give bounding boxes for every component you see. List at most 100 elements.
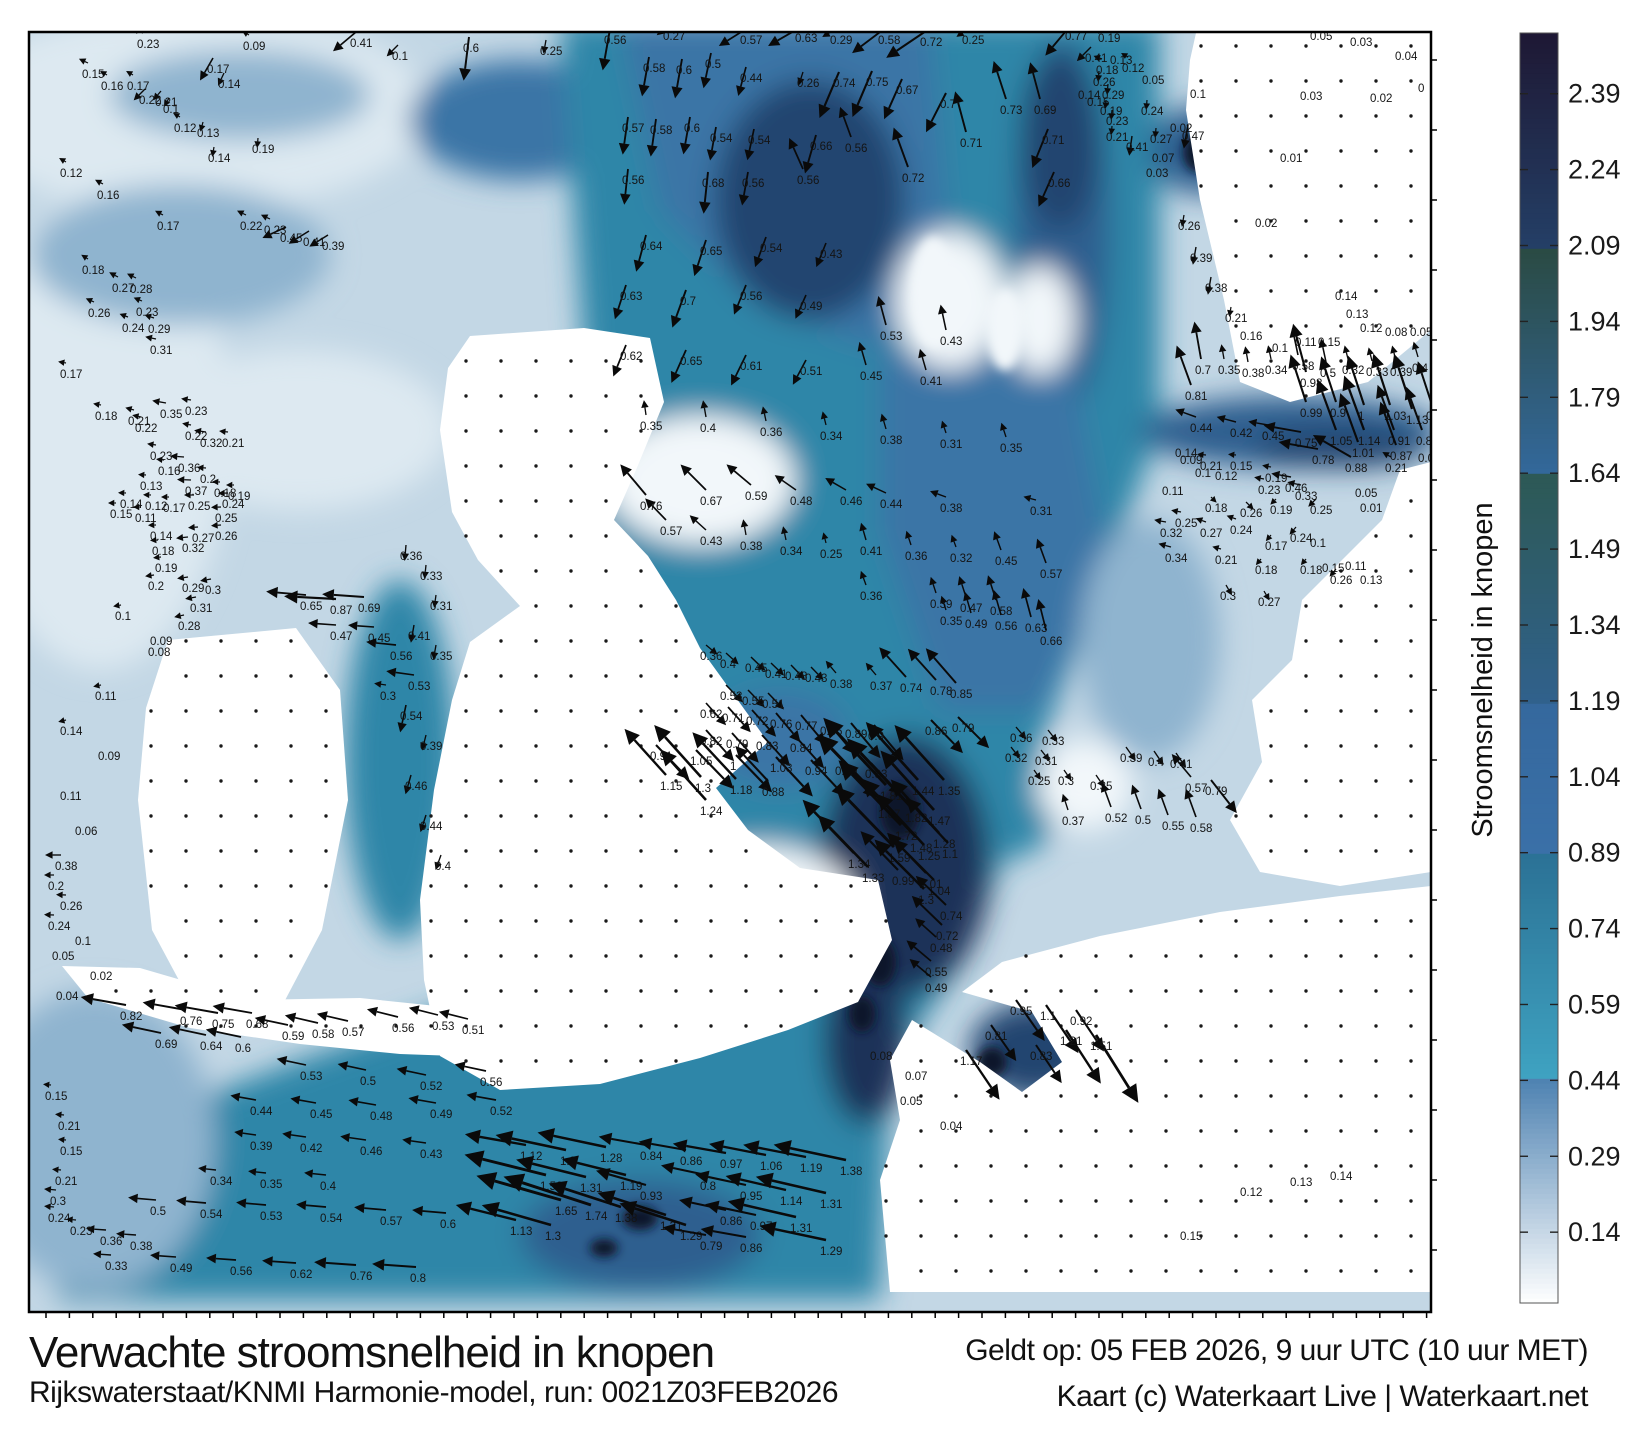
flow-vector: 0.56 bbox=[454, 1061, 502, 1089]
flow-value-label: 0.41 bbox=[765, 669, 787, 681]
flow-value-label: 0.83 bbox=[1030, 1051, 1052, 1063]
flow-vector: 0.27 bbox=[188, 523, 214, 545]
flow-value-label: 0.38 bbox=[1242, 368, 1264, 380]
flow-value-label: 0.5 bbox=[1135, 815, 1151, 827]
flow-value-label: 0.55 bbox=[1162, 821, 1184, 833]
flow-vector: 0.34 bbox=[820, 411, 843, 443]
flow-value-label: 0.3 bbox=[1058, 776, 1074, 788]
flow-value-label: 1.01 bbox=[1352, 448, 1374, 460]
flow-vector: 0.55 bbox=[1157, 788, 1184, 833]
flow-value-label: 0.26 bbox=[215, 531, 237, 543]
flow-value-label: 0.38 bbox=[55, 861, 77, 873]
flow-value-label: 0.39 bbox=[1190, 253, 1212, 265]
flow-value-label: 0.36 bbox=[905, 551, 927, 563]
flow-value-label: 0.72 bbox=[902, 173, 924, 185]
flow-vector: 0.52 bbox=[1100, 782, 1127, 825]
flow-vector: 0.31 bbox=[430, 594, 452, 613]
flow-vector: 0.25 bbox=[820, 532, 842, 561]
flow-vector: 1.82 bbox=[846, 738, 927, 825]
flow-vector: 0.49 bbox=[408, 1095, 452, 1121]
flow-value-label: 0.1 bbox=[1190, 89, 1206, 101]
flow-vector: 0.11 bbox=[93, 682, 117, 703]
flow-value-label: 0.49 bbox=[170, 1263, 192, 1275]
flow-vector: 0.57 bbox=[718, 32, 762, 47]
flow-value-label: 0.33 bbox=[105, 1261, 127, 1273]
flow-value-label: 0.31 bbox=[1035, 756, 1057, 768]
flow-value-label: 0.26 bbox=[60, 901, 82, 913]
flow-vector: 0.66 bbox=[802, 134, 832, 174]
colorbar-tick-label: 0.89 bbox=[1568, 838, 1621, 868]
flow-vector: 0.6 bbox=[412, 1205, 456, 1231]
flow-vector: 0.39 bbox=[420, 734, 442, 753]
flow-vector: 0.74 bbox=[915, 875, 963, 923]
land-continent-south bbox=[880, 886, 1431, 1292]
flow-vector: 0.54 bbox=[397, 704, 423, 733]
flow-vector: 0.39 bbox=[929, 576, 952, 611]
flow-value-label: 0.4 bbox=[1148, 757, 1165, 769]
flow-value-label: 0.54 bbox=[748, 135, 771, 147]
flow-vector: 0.56 bbox=[838, 106, 867, 155]
flow-value-label: 0.21 bbox=[1106, 132, 1128, 144]
flow-value-label: 0.48 bbox=[785, 671, 807, 683]
flow-vector: 0.59 bbox=[726, 464, 767, 503]
flow-value-label: 0.12 bbox=[1122, 63, 1144, 75]
flow-vector: 1.18 bbox=[692, 732, 752, 797]
flow-vector: 0.43 bbox=[689, 515, 722, 548]
flow-value-label: 0.05 bbox=[1410, 327, 1432, 339]
flow-vector: 0.26 bbox=[85, 297, 110, 320]
flow-vector: 0.34 bbox=[780, 526, 803, 558]
flow-vector: 1.13 bbox=[455, 1201, 532, 1238]
flow-vector: 0.87 bbox=[1378, 401, 1412, 463]
flow-value-label: 0.36 bbox=[178, 463, 200, 475]
flow-vector: 0.32 bbox=[176, 534, 204, 555]
flow-value-label: 0.74 bbox=[940, 911, 963, 923]
flow-value-label: 0.23 bbox=[137, 39, 159, 51]
flow-vector: 0.69 bbox=[1027, 62, 1056, 117]
flow-vector: 0.62 bbox=[262, 1256, 312, 1281]
flow-vector: 0.17 bbox=[161, 493, 185, 515]
flow-vector: 0.52 bbox=[466, 1091, 512, 1118]
flow-value-label: 0.75 bbox=[866, 77, 888, 89]
flow-value-label: 0.55 bbox=[925, 967, 947, 979]
flow-vector: 0.65 bbox=[670, 349, 702, 383]
flow-value-label: 0.19 bbox=[155, 563, 177, 575]
flow-value-label: 0.26 bbox=[1178, 221, 1200, 233]
flow-vector: 0.26 bbox=[797, 71, 819, 90]
flow-vector: 0.7 bbox=[670, 289, 696, 328]
flow-vector: 1.06 bbox=[709, 1139, 782, 1173]
flow-vector: 0.23 bbox=[181, 396, 207, 418]
flow-vector: 1.15 bbox=[624, 728, 682, 793]
flow-vector: 0.33 bbox=[1287, 480, 1317, 503]
flow-vector: 1.28 bbox=[537, 1128, 622, 1165]
flow-vector: 0.36 bbox=[700, 644, 722, 663]
flow-vector: 0.53 bbox=[876, 296, 902, 343]
flow-vector: 0.82 bbox=[80, 993, 142, 1023]
flow-value-label: 0.15 bbox=[45, 1091, 67, 1103]
flow-value-label: 0.38 bbox=[1205, 283, 1227, 295]
flow-vector: 0.02 bbox=[1370, 93, 1392, 105]
flow-value-label: 0.35 bbox=[1218, 365, 1240, 377]
flow-vector: 0.19 bbox=[1100, 99, 1122, 118]
flow-value-label: 0.45 bbox=[745, 663, 767, 675]
flow-vector: 0.65 bbox=[692, 239, 722, 277]
flow-vector: 0.34 bbox=[1265, 345, 1288, 377]
flow-value-label: 0.87 bbox=[330, 605, 352, 617]
flow-value-label: 0.6 bbox=[440, 1219, 456, 1231]
valid-datetime: Geldt op: 05 FEB 2026, 9 uur UTC (10 uur… bbox=[965, 1334, 1588, 1367]
flow-vector: 1.44 bbox=[865, 722, 935, 798]
flow-vector: 0.07 bbox=[1152, 153, 1174, 165]
flow-value-label: 0.14 bbox=[1078, 90, 1101, 102]
flow-value-label: 0.7 bbox=[1195, 365, 1211, 377]
flow-vector: 0.54 bbox=[296, 1200, 343, 1225]
flow-value-label: 0.41 bbox=[1126, 142, 1148, 154]
flow-value-label: 0.79 bbox=[952, 723, 974, 735]
land-great-britain bbox=[420, 328, 892, 1090]
flow-value-label: 0.74 bbox=[833, 78, 856, 90]
flow-vector: 0.24 bbox=[119, 313, 145, 335]
flow-vector: 0.46 bbox=[1271, 470, 1307, 495]
flow-value-label: 0.84 bbox=[640, 1151, 663, 1163]
flow-vector: 0.35 bbox=[1218, 344, 1240, 377]
flow-value-label: 0.32 bbox=[200, 438, 222, 450]
flow-value-label: 0.18 bbox=[1096, 65, 1118, 77]
flow-vector: 0.51 bbox=[762, 692, 784, 711]
